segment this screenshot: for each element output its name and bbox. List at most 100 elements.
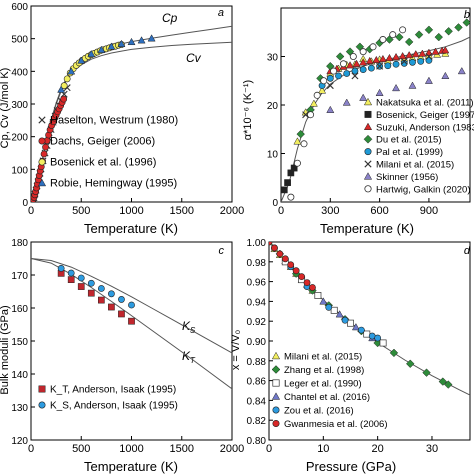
panel-d-legend: Milani et al. (2015) Zhang et al. (1998) L… [271, 352, 388, 430]
panel-b-series-6-point-0 [326, 105, 335, 113]
panel-d-ytick-label-7: 0.94 [247, 297, 267, 308]
panel-a-series-3-point-5 [107, 42, 116, 50]
panel-b-series-4-point-5 [359, 66, 367, 73]
panel-c-ytick-label-4: 160 [11, 304, 28, 315]
panel-c-xtick-label-1: 500 [72, 443, 90, 455]
panel-d-legend-marker-5 [272, 419, 280, 427]
panel-b-legend-marker-7 [364, 185, 372, 193]
panel-d-ytick-label-10: 1.00 [247, 238, 267, 249]
panel-a-letter: a [218, 7, 224, 19]
panel-b-legend-label-0: Nakatsuka et al. (2011) [376, 98, 474, 109]
panel-d-ytick-label-6: 0.92 [247, 317, 267, 328]
panel-d-series-5 [269, 242, 316, 291]
panel-b-legend-marker-5 [364, 160, 372, 168]
panel-a-data [31, 25, 232, 202]
panel-a-legend: Haselton, Westrum (1980) Dachs, Geiger (2… [37, 115, 178, 190]
panel-a-ytick-label-2: 200 [11, 133, 28, 144]
panel-b-series-5-point-4 [400, 57, 408, 65]
panel-d-letter: d [464, 245, 471, 257]
panel-b-series-2-point-4 [352, 59, 361, 67]
panel-b-series-6-point-8 [457, 66, 466, 75]
panel-a-ytick-label-3: 300 [11, 100, 28, 111]
panel-b-series-7-point-7 [339, 60, 347, 68]
panel-a-series-1-point-26 [60, 95, 68, 103]
panel-b-series-2-point-10 [392, 52, 401, 61]
panel-d-ytick-label-8: 0.96 [247, 278, 267, 289]
panel-d-series-5-point-3 [281, 255, 289, 263]
panel-a-ytick-label-5: 500 [11, 35, 28, 46]
panel-b-ylabel: α*10⁻⁶ (K⁻¹) [242, 80, 254, 140]
panel-a-ytick-label-4: 400 [11, 67, 28, 78]
panel-d-ytick-label-5: 0.90 [247, 337, 267, 348]
panel-b-legend-marker-6 [363, 172, 373, 180]
panel-d-series-1-point-8 [406, 359, 415, 368]
panel-c-ytick-label-3: 150 [11, 337, 28, 348]
panel-b-series-7-point-2 [300, 140, 308, 148]
panel-d-series-5-point-4 [287, 261, 295, 269]
panel-b-series-4-point-6 [367, 64, 375, 72]
panel-d-ytick-label-0: 0.80 [247, 436, 267, 447]
panel-c-xtick-label-3: 1500 [170, 443, 194, 455]
panel-b-series-3-point-16 [454, 23, 463, 32]
panel-b-letter: b [464, 9, 470, 21]
panel-d-series-3-point-1 [335, 310, 344, 318]
panel-a-legend-label-3: Robie, Hemingway (1995) [50, 178, 177, 190]
panel-b-series-4-point-9 [392, 60, 400, 68]
panel-d-series-1-point-10 [438, 377, 448, 386]
panel-b-series-0-point-3 [318, 86, 327, 94]
panel-b-series-3-point-11 [404, 37, 414, 47]
panel-d-legend-marker-2 [272, 379, 280, 387]
panel-b-series-2-point-9 [385, 53, 394, 62]
panel-c-ytick-label-6: 180 [11, 238, 28, 249]
panel-c-legend-label-1: K_S, Anderson, Isaak (1995) [50, 401, 178, 412]
panel-a-curve-label-cv: Cv [186, 51, 202, 65]
panel-b-series-1-point-0 [281, 186, 288, 194]
panel-b-legend-label-2: Suzuki, Anderson (1983) [376, 122, 474, 133]
panel-b-legend-label-7: Hartwig, Galkin (2020) [376, 184, 471, 195]
panel-b-series-3-point-14 [434, 32, 444, 42]
panel-c-ytick-label-1: 130 [11, 403, 28, 414]
panel-d-series-2-point-3 [330, 306, 338, 314]
panel-b-xtick-label-1: 300 [321, 205, 339, 217]
panel-a-series-1 [31, 95, 68, 202]
panel-b-series-2-point-8 [378, 54, 387, 63]
panel-c-xtick-label-0: 0 [28, 443, 34, 455]
panel-c-series-0 [57, 270, 135, 325]
panel-d-data [269, 242, 470, 396]
panel-a-legend-marker-1 [38, 137, 46, 145]
panel-b-series-3-point-0 [296, 129, 305, 139]
panel-b-legend-marker-4 [364, 148, 372, 156]
panel-b-series-7-point-13 [399, 26, 407, 34]
panel-d-legend-marker-4 [272, 406, 280, 414]
panel-c-series-1-point-6 [118, 296, 125, 303]
panel-b-xlabel: Temperature (K) [320, 221, 414, 236]
panel-b-series-7-point-6 [330, 67, 338, 75]
panel-d-series-4-point-5 [357, 326, 365, 334]
panel-b-legend-label-3: Du et al. (2015) [376, 135, 441, 146]
panel-b-series-2-point-18 [441, 46, 450, 54]
panel-d-series-1-point-9 [422, 368, 431, 377]
panel-c-legend-marker-0 [38, 385, 46, 393]
panel-c-xtick-label-2: 1000 [119, 443, 143, 455]
panel-b-series-5-point-5 [425, 53, 433, 60]
panel-a-series-3 [57, 34, 156, 93]
panel-b-series-2-point-5 [359, 58, 368, 66]
panel-c-series-1-point-1 [67, 269, 75, 277]
panel-c-series-0-point-5 [108, 303, 115, 311]
panel-b-series-7-point-11 [379, 36, 387, 44]
panel-d-legend-label-4: Zou et al. (2016) [284, 406, 354, 417]
panel-c-letter: c [219, 245, 225, 257]
panel-d-series-5-point-5 [292, 267, 300, 275]
panel-a-series-2-point-1 [63, 75, 71, 83]
panel-b-series-1 [281, 164, 298, 194]
panel-b-series-4-point-8 [384, 62, 392, 70]
panel-a-ytick-label-0: 0 [22, 198, 28, 209]
panel-b-series-7-point-8 [349, 53, 357, 61]
panel-b-series-3-point-17 [462, 18, 470, 27]
panel-d-legend-label-3: Chantel et al. (2016) [284, 392, 370, 403]
panel-d-xlabel: Pressure (GPa) [306, 459, 396, 474]
panel-b-series-7-point-0 [287, 193, 295, 201]
panel-a-ytick-label-1: 100 [11, 165, 28, 176]
panel-d-series-2-point-2 [314, 292, 322, 299]
panel-b-series-3-point-15 [444, 27, 453, 36]
